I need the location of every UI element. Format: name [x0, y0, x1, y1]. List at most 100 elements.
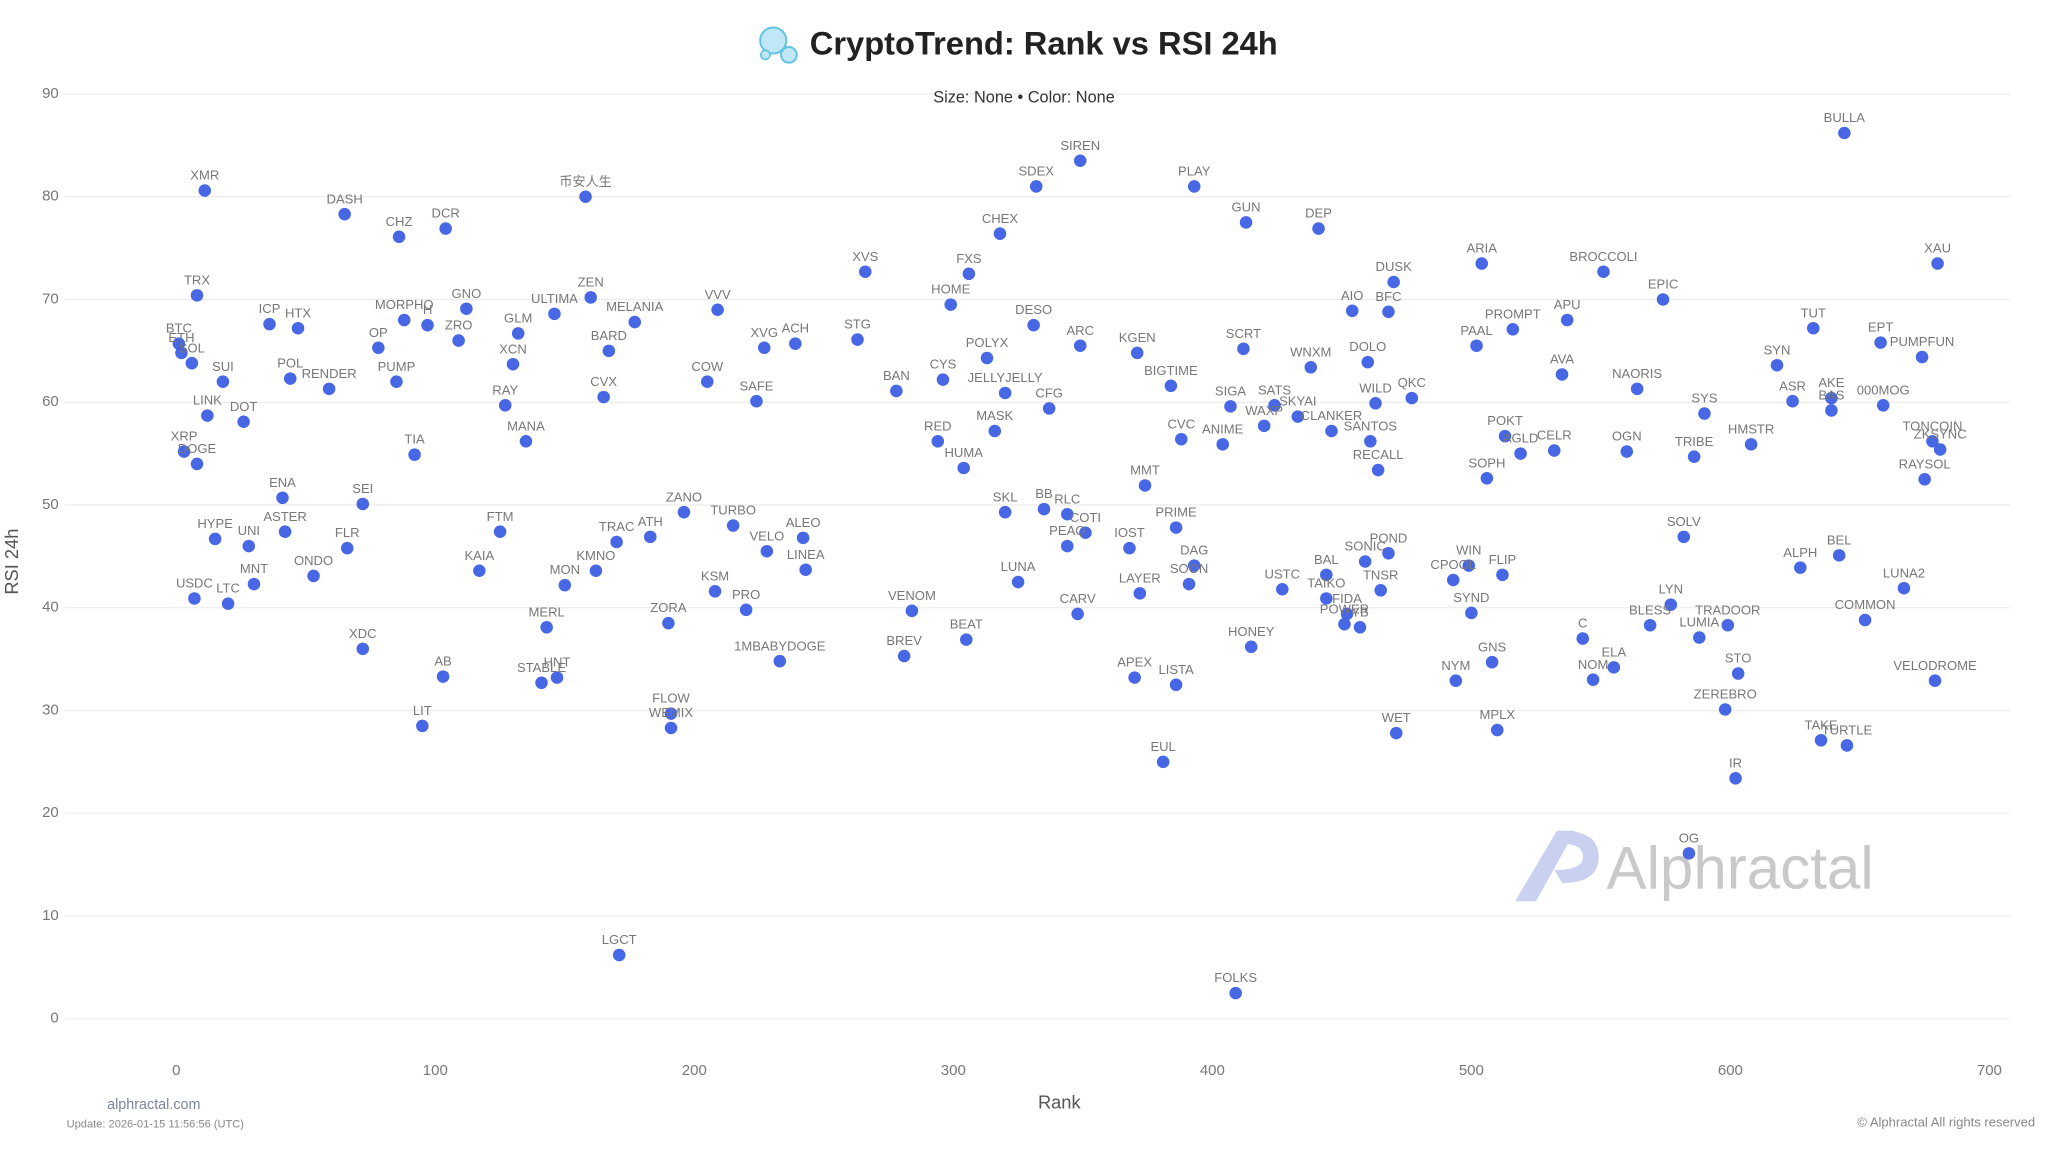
- point-label: POKT: [1487, 413, 1523, 428]
- point-label: ZEN: [578, 275, 604, 290]
- point-label: WNXM: [1290, 344, 1331, 359]
- point-label: IR: [1729, 755, 1742, 770]
- point-label: DUSK: [1376, 259, 1413, 274]
- point: [1926, 435, 1939, 448]
- point-label: AB: [434, 654, 452, 669]
- point: [201, 409, 214, 422]
- point-label: ALPH: [1783, 545, 1817, 560]
- point: [1027, 318, 1040, 332]
- point-label: LTC: [216, 581, 240, 596]
- point-label: POL: [277, 356, 303, 371]
- point: [1133, 587, 1147, 600]
- point-label: ZORA: [650, 600, 687, 615]
- point-label: CVC: [1167, 416, 1195, 431]
- point: [436, 670, 450, 683]
- point: [421, 318, 434, 332]
- point: [1079, 526, 1092, 539]
- point-label: OP: [369, 325, 388, 340]
- point-label: MELANIA: [606, 299, 664, 314]
- point-label: KGEN: [1119, 330, 1156, 345]
- point: [1042, 402, 1056, 415]
- point: [1496, 568, 1509, 582]
- point-label: BARD: [591, 328, 627, 343]
- point: [1229, 986, 1242, 1000]
- point: [1586, 673, 1600, 686]
- point-label: CARV: [1060, 591, 1096, 606]
- point: [1928, 674, 1942, 687]
- point: [1037, 502, 1051, 516]
- point-label: BAN: [883, 368, 910, 383]
- point-label: XDC: [349, 626, 377, 641]
- point-label: COW: [691, 359, 724, 374]
- point: [701, 375, 714, 388]
- point-label: BREV: [886, 633, 922, 648]
- point-label: GLM: [504, 310, 532, 325]
- point: [1664, 598, 1678, 611]
- point: [1446, 573, 1460, 587]
- point-label: DEP: [1305, 206, 1332, 221]
- point: [664, 707, 678, 720]
- point: [859, 265, 872, 278]
- point: [356, 642, 370, 656]
- point-label: ZEREBRO: [1694, 687, 1757, 702]
- point: [1485, 655, 1499, 669]
- point: [1620, 445, 1634, 458]
- point-label: C: [1578, 616, 1587, 631]
- point-label: GNO: [452, 286, 482, 301]
- point: [1475, 257, 1488, 270]
- point-label: AGLD: [1503, 431, 1539, 446]
- point: [1073, 154, 1087, 168]
- point-label: BTC: [166, 321, 192, 336]
- y-tick-label: 10: [42, 907, 59, 924]
- point: [851, 333, 864, 346]
- point: [1677, 530, 1691, 544]
- point-label: RAY: [492, 382, 518, 397]
- point-label: RENDER: [302, 366, 357, 381]
- point-label: TONCOIN: [1902, 418, 1962, 433]
- point: [392, 230, 406, 244]
- point: [247, 577, 261, 591]
- point: [1682, 847, 1696, 860]
- point-label: ARC: [1066, 323, 1094, 338]
- point: [789, 337, 802, 350]
- point: [1874, 336, 1887, 349]
- point-label: RLC: [1054, 491, 1080, 506]
- point: [1361, 355, 1375, 369]
- point: [1237, 342, 1250, 356]
- point: [1498, 429, 1512, 443]
- point: [1643, 618, 1657, 632]
- point-label: ONDO: [294, 553, 333, 568]
- point: [1320, 592, 1333, 605]
- point: [175, 346, 188, 360]
- point-label: CYS: [930, 357, 957, 372]
- point-label: XAU: [1924, 241, 1951, 256]
- point: [322, 382, 336, 396]
- point: [1257, 419, 1271, 433]
- point-label: USDC: [176, 576, 213, 591]
- point: [535, 676, 548, 690]
- point: [1607, 661, 1621, 674]
- point-label: SKYAI: [1279, 394, 1316, 409]
- point: [1029, 180, 1043, 193]
- point-label: ATH: [638, 514, 663, 529]
- point: [1731, 667, 1745, 680]
- point-label: LGCT: [602, 932, 637, 947]
- point-label: PUMPFUN: [1890, 334, 1955, 349]
- point-label: RAYSOL: [1899, 456, 1951, 471]
- point: [1353, 620, 1367, 634]
- point-label: XVG: [750, 325, 778, 340]
- point: [799, 563, 812, 576]
- point-label: HONEY: [1228, 624, 1275, 639]
- point-label: AVA: [1550, 352, 1574, 367]
- x-tick-label: 400: [1200, 1062, 1225, 1079]
- point: [185, 356, 199, 370]
- point-label: LUNA2: [1883, 565, 1925, 580]
- point: [1465, 606, 1478, 620]
- point-label: XVS: [852, 249, 878, 264]
- point-label: EPT: [1868, 320, 1893, 335]
- point: [936, 373, 950, 386]
- point: [610, 535, 623, 549]
- point: [307, 569, 320, 583]
- point: [1576, 632, 1590, 645]
